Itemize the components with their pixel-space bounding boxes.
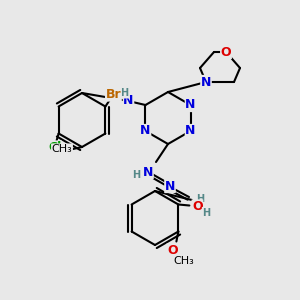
Text: CH₃: CH₃ (173, 256, 194, 266)
Text: Br: Br (106, 88, 121, 101)
Text: CH₃: CH₃ (52, 144, 72, 154)
Text: H: H (132, 170, 140, 180)
Text: N: N (201, 76, 211, 88)
Text: N: N (185, 98, 196, 112)
Text: O: O (221, 46, 231, 59)
Text: Cl: Cl (48, 141, 61, 154)
Text: N: N (143, 166, 153, 178)
Text: H: H (196, 194, 204, 204)
Text: N: N (185, 124, 196, 137)
Text: N: N (123, 94, 134, 107)
Text: O: O (167, 244, 178, 257)
Text: O: O (192, 200, 203, 213)
Text: H: H (202, 208, 210, 218)
Text: N: N (140, 124, 151, 137)
Text: H: H (120, 88, 128, 98)
Text: N: N (165, 179, 175, 193)
